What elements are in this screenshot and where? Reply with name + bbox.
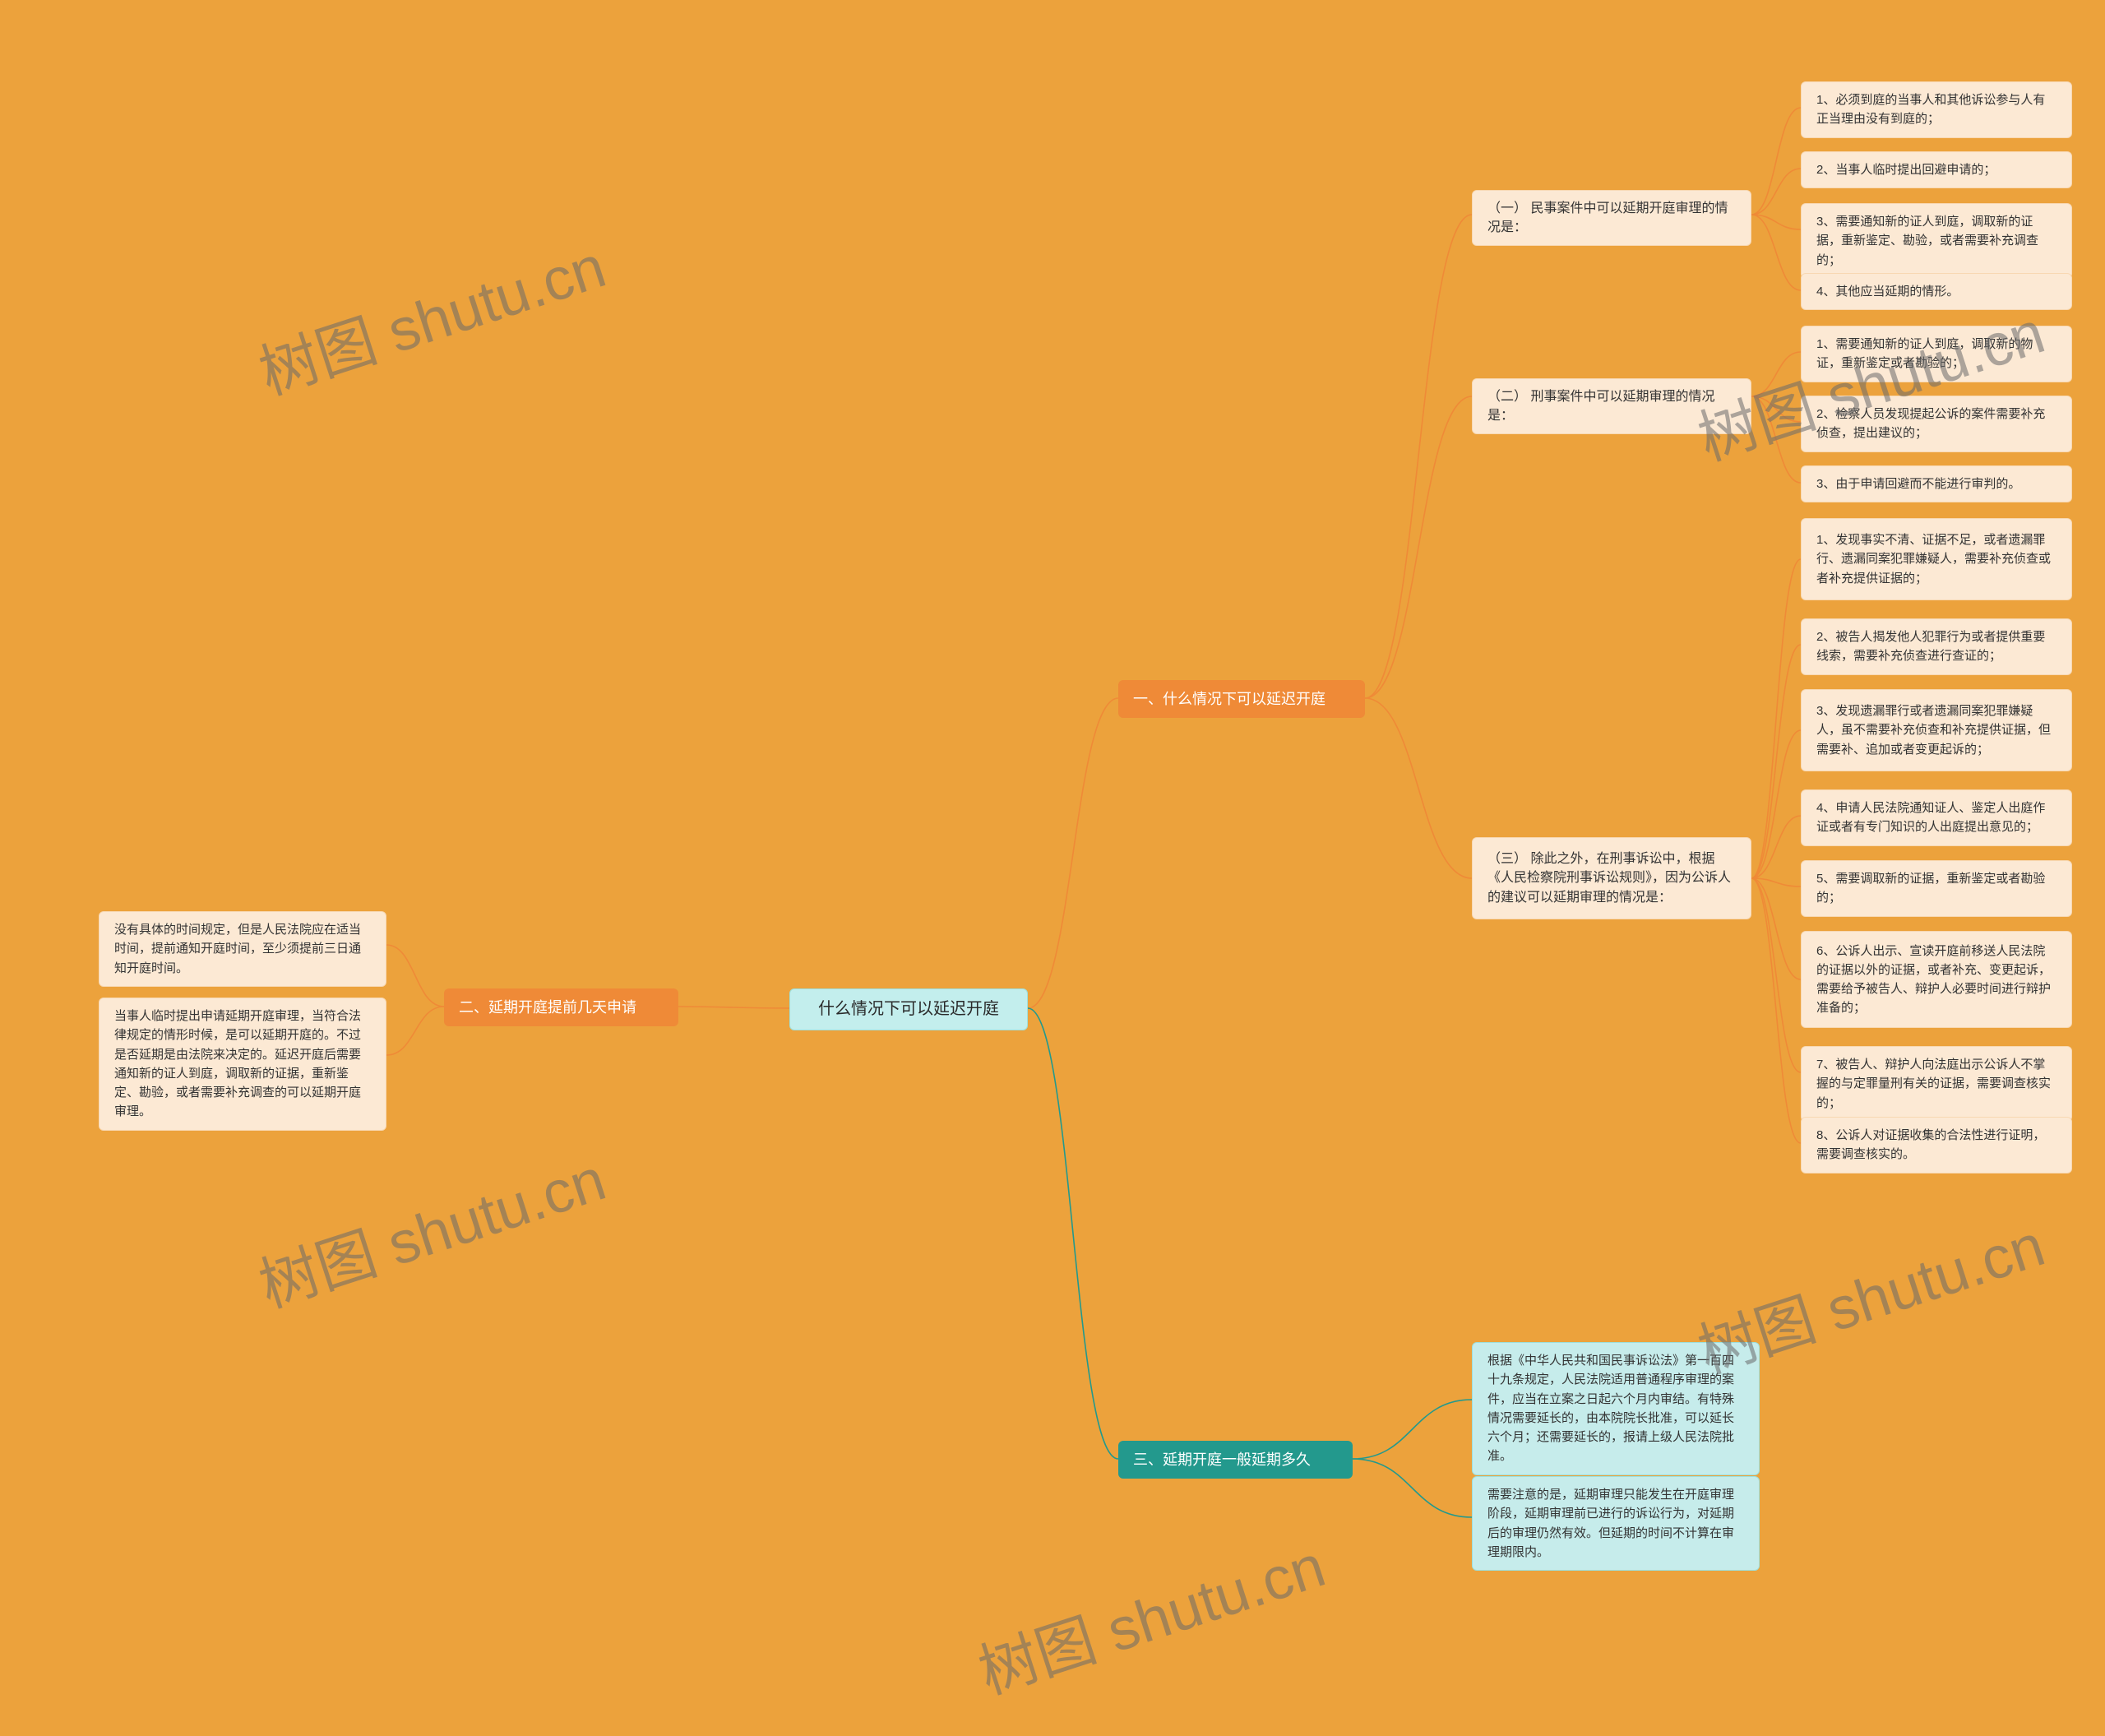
branch-1-sub2[interactable]: （二） 刑事案件中可以延期审理的情况是： (1472, 378, 1751, 434)
branch-1-sub3-leaf-3[interactable]: 3、发现遗漏罪行或者遗漏同案犯罪嫌疑人，虽不需要补充侦查和补充提供证据，但需要补… (1801, 689, 2072, 771)
branch-1-sub1-leaf-2[interactable]: 2、当事人临时提出回避申请的； (1801, 151, 2072, 188)
branch-1-sub2-leaf-3[interactable]: 3、由于申请回避而不能进行审判的。 (1801, 465, 2072, 502)
watermark-1: 树图 shutu.cn (247, 218, 614, 411)
branch-3-leaf-2[interactable]: 需要注意的是，延期审理只能发生在开庭审理阶段，延期审理前已进行的诉讼行为，对延期… (1472, 1476, 1760, 1571)
branch-3-leaf-1[interactable]: 根据《中华人民共和国民事诉讼法》第一百四十九条规定，人民法院适用普通程序审理的案… (1472, 1342, 1760, 1475)
branch-1-sub3-leaf-4[interactable]: 4、申请人民法院通知证人、鉴定人出庭作证或者有专门知识的人出庭提出意见的； (1801, 789, 2072, 846)
branch-1-sub2-leaf-2[interactable]: 2、检察人员发现提起公诉的案件需要补充侦查，提出建议的； (1801, 396, 2072, 452)
branch-1-sub3-leaf-6[interactable]: 6、公诉人出示、宣读开庭前移送人民法院的证据以外的证据，或者补充、变更起诉，需要… (1801, 931, 2072, 1028)
branch-1-sub1-leaf-4[interactable]: 4、其他应当延期的情形。 (1801, 273, 2072, 310)
branch-3[interactable]: 三、延期开庭一般延期多久 (1118, 1441, 1353, 1479)
branch-1[interactable]: 一、什么情况下可以延迟开庭 (1118, 680, 1365, 718)
branch-1-sub3-leaf-1[interactable]: 1、发现事实不清、证据不足，或者遗漏罪行、遗漏同案犯罪嫌疑人，需要补充侦查或者补… (1801, 518, 2072, 600)
branch-1-sub1[interactable]: （一） 民事案件中可以延期开庭审理的情况是： (1472, 190, 1751, 246)
branch-2[interactable]: 二、延期开庭提前几天申请 (444, 988, 678, 1026)
branch-1-sub1-leaf-1[interactable]: 1、必须到庭的当事人和其他诉讼参与人有正当理由没有到庭的； (1801, 81, 2072, 138)
branch-1-sub1-leaf-3[interactable]: 3、需要通知新的证人到庭，调取新的证据，重新鉴定、勘验，或者需要补充调查的； (1801, 203, 2072, 279)
branch-1-sub3[interactable]: （三） 除此之外，在刑事诉讼中，根据《人民检察院刑事诉讼规则》，因为公诉人的建议… (1472, 837, 1751, 919)
branch-1-sub3-leaf-7[interactable]: 7、被告人、辩护人向法庭出示公诉人不掌握的与定罪量刑有关的证据，需要调查核实的； (1801, 1046, 2072, 1122)
branch-1-sub3-leaf-2[interactable]: 2、被告人揭发他人犯罪行为或者提供重要线索，需要补充侦查进行查证的； (1801, 618, 2072, 675)
branch-1-sub3-leaf-5[interactable]: 5、需要调取新的证据，重新鉴定或者勘验的； (1801, 860, 2072, 917)
watermark-2: 树图 shutu.cn (247, 1131, 614, 1324)
branch-2-leaf-2[interactable]: 当事人临时提出申请延期开庭审理，当符合法律规定的情形时候，是可以延期开庭的。不过… (99, 998, 386, 1131)
root-node[interactable]: 什么情况下可以延迟开庭 (789, 988, 1028, 1030)
mindmap-canvas: 什么情况下可以延迟开庭 一、什么情况下可以延迟开庭 （一） 民事案件中可以延期开庭审… (0, 0, 2105, 1736)
branch-2-leaf-1[interactable]: 没有具体的时间规定，但是人民法院应在适当时间，提前通知开庭时间，至少须提前三日通… (99, 911, 386, 987)
connector-layer (0, 0, 2105, 1736)
branch-1-sub2-leaf-1[interactable]: 1、需要通知新的证人到庭，调取新的物证，重新鉴定或者勘验的； (1801, 326, 2072, 382)
watermark-5: 树图 shutu.cn (966, 1517, 1334, 1711)
branch-1-sub3-leaf-8[interactable]: 8、公诉人对证据收集的合法性进行证明，需要调查核实的。 (1801, 1117, 2072, 1174)
